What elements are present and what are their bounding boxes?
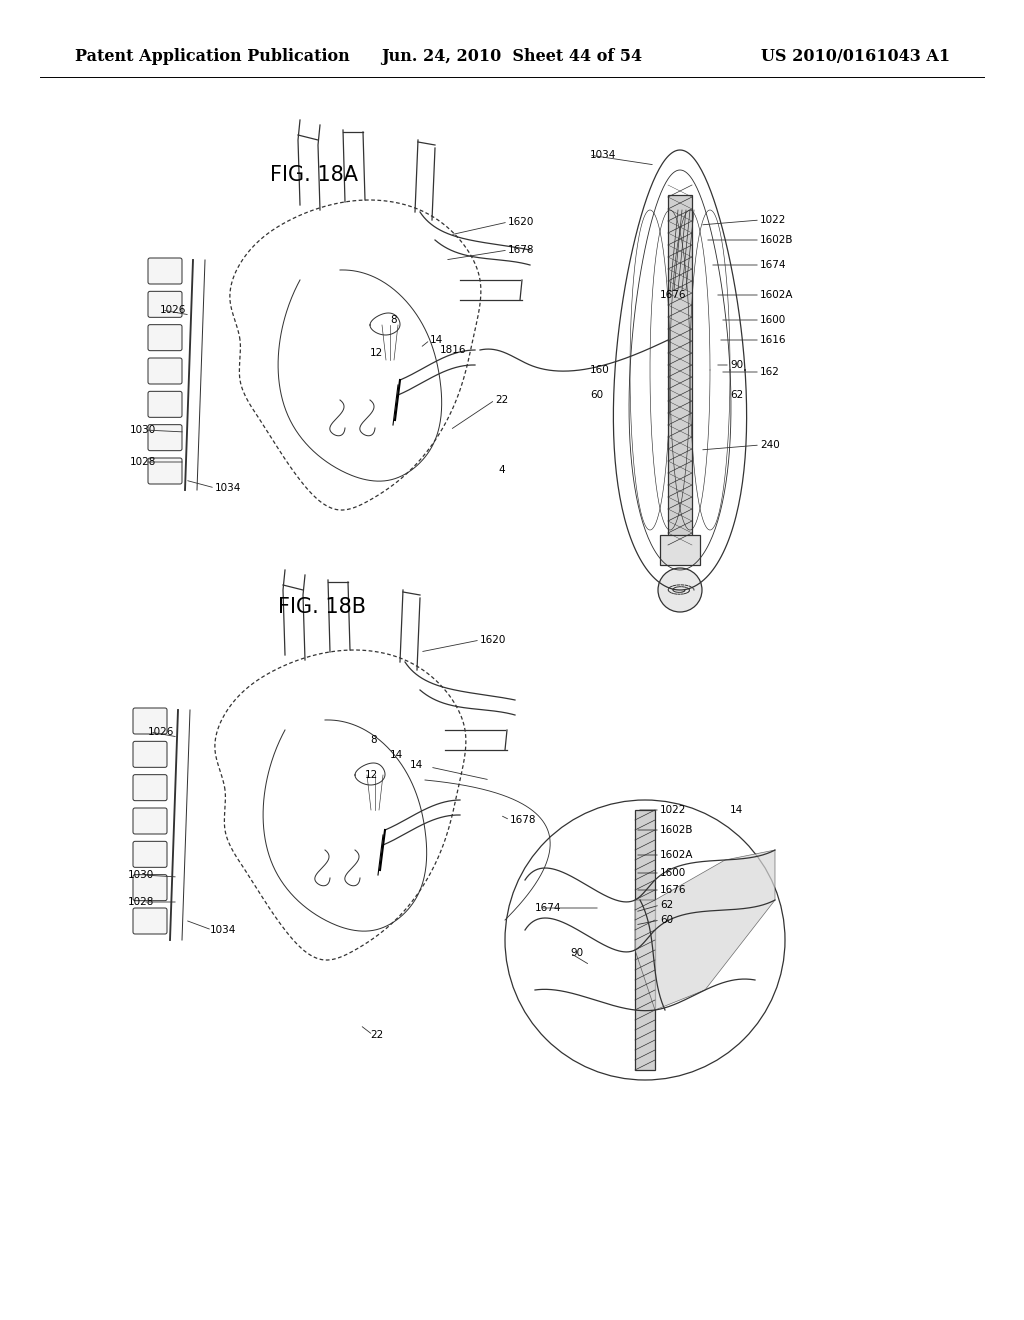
Text: FIG. 18A: FIG. 18A [270, 165, 358, 185]
FancyBboxPatch shape [133, 808, 167, 834]
Text: 1026: 1026 [148, 727, 174, 737]
Text: 1602A: 1602A [760, 290, 794, 300]
Text: 1030: 1030 [130, 425, 157, 436]
Text: 22: 22 [495, 395, 508, 405]
FancyBboxPatch shape [133, 742, 167, 767]
Text: 14: 14 [430, 335, 443, 345]
FancyBboxPatch shape [133, 908, 167, 935]
Text: US 2010/0161043 A1: US 2010/0161043 A1 [761, 49, 950, 65]
Text: 1030: 1030 [128, 870, 155, 880]
Text: 1034: 1034 [210, 925, 237, 935]
Text: 14: 14 [390, 750, 403, 760]
FancyBboxPatch shape [133, 841, 167, 867]
FancyBboxPatch shape [148, 358, 182, 384]
Text: 1678: 1678 [508, 246, 535, 255]
Text: 1620: 1620 [480, 635, 507, 645]
Text: 14: 14 [730, 805, 743, 814]
Text: 1034: 1034 [590, 150, 616, 160]
Text: 240: 240 [760, 440, 779, 450]
Text: 1028: 1028 [130, 457, 157, 467]
Text: 1674: 1674 [535, 903, 561, 913]
Text: 62: 62 [730, 389, 743, 400]
Text: 1602A: 1602A [660, 850, 693, 861]
Text: 1620: 1620 [508, 216, 535, 227]
FancyBboxPatch shape [148, 292, 182, 317]
Text: 162: 162 [760, 367, 780, 378]
Text: 1676: 1676 [660, 884, 686, 895]
FancyBboxPatch shape [148, 325, 182, 351]
Text: Jun. 24, 2010  Sheet 44 of 54: Jun. 24, 2010 Sheet 44 of 54 [381, 49, 643, 65]
Text: 14: 14 [410, 760, 423, 770]
Text: 1816: 1816 [440, 345, 467, 355]
Bar [660, 535, 700, 565]
Text: 1678: 1678 [510, 814, 537, 825]
Text: 22: 22 [370, 1030, 383, 1040]
Text: 90: 90 [570, 948, 583, 958]
Text: 1602B: 1602B [760, 235, 794, 246]
FancyBboxPatch shape [148, 391, 182, 417]
Text: 12: 12 [370, 348, 383, 358]
FancyBboxPatch shape [133, 708, 167, 734]
Text: 12: 12 [365, 770, 378, 780]
Text: 1028: 1028 [128, 898, 155, 907]
Text: Patent Application Publication: Patent Application Publication [75, 49, 350, 65]
Text: 160: 160 [590, 366, 609, 375]
Text: 8: 8 [370, 735, 377, 744]
FancyBboxPatch shape [133, 875, 167, 900]
Bar [668, 195, 692, 545]
Text: 90: 90 [730, 360, 743, 370]
Text: 60: 60 [590, 389, 603, 400]
Text: 1022: 1022 [760, 215, 786, 224]
Text: 62: 62 [660, 900, 673, 909]
Text: 60: 60 [660, 915, 673, 925]
Text: 1022: 1022 [660, 805, 686, 814]
FancyBboxPatch shape [133, 775, 167, 801]
FancyBboxPatch shape [148, 257, 182, 284]
Text: 8: 8 [390, 315, 396, 325]
Text: 1616: 1616 [760, 335, 786, 345]
Circle shape [658, 568, 702, 612]
Text: 1034: 1034 [215, 483, 242, 492]
Text: 1602B: 1602B [660, 825, 693, 836]
Text: 1600: 1600 [760, 315, 786, 325]
Text: 1026: 1026 [160, 305, 186, 315]
Text: 1676: 1676 [660, 290, 686, 300]
Text: 1600: 1600 [660, 869, 686, 878]
FancyBboxPatch shape [148, 458, 182, 484]
FancyBboxPatch shape [148, 425, 182, 450]
Polygon shape [635, 850, 775, 1010]
Bar [635, 810, 655, 1071]
Text: FIG. 18B: FIG. 18B [278, 597, 366, 616]
Text: 4: 4 [498, 465, 505, 475]
Text: 1674: 1674 [760, 260, 786, 271]
